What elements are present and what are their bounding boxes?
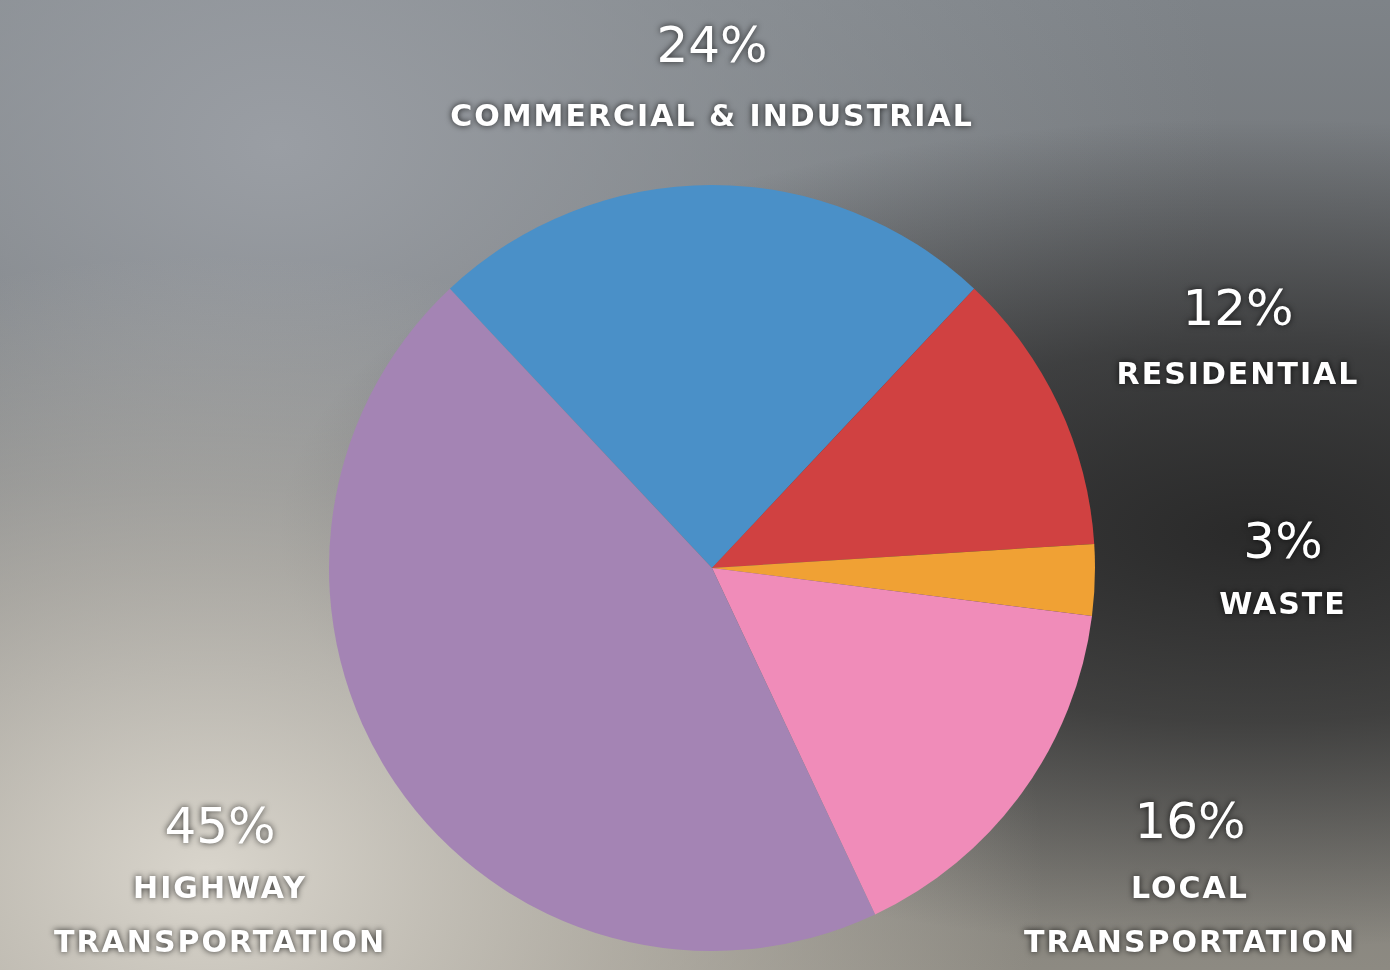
pie-slice bbox=[329, 289, 875, 951]
value-label: 3% bbox=[1243, 512, 1322, 570]
category-label: RESIDENTIAL bbox=[1117, 356, 1360, 391]
value-label: 45% bbox=[164, 797, 275, 855]
pie-slices bbox=[329, 185, 1095, 951]
category-label: LOCALTRANSPORTATION bbox=[1024, 870, 1356, 959]
labels: 24% COMMERCIAL & INDUSTRIAL 12% RESIDENTIAL… bbox=[54, 16, 1359, 959]
chart-root: 24% COMMERCIAL & INDUSTRIAL 12% RESIDENTIAL… bbox=[0, 0, 1390, 970]
pie-slice bbox=[712, 289, 1094, 568]
value-label: 24% bbox=[656, 16, 767, 74]
value-label: 16% bbox=[1134, 792, 1245, 850]
category-label: COMMERCIAL & INDUSTRIAL bbox=[450, 98, 974, 133]
value-label: 12% bbox=[1182, 279, 1293, 337]
category-label: HIGHWAYTRANSPORTATION bbox=[54, 870, 386, 959]
category-label: WASTE bbox=[1219, 586, 1347, 621]
